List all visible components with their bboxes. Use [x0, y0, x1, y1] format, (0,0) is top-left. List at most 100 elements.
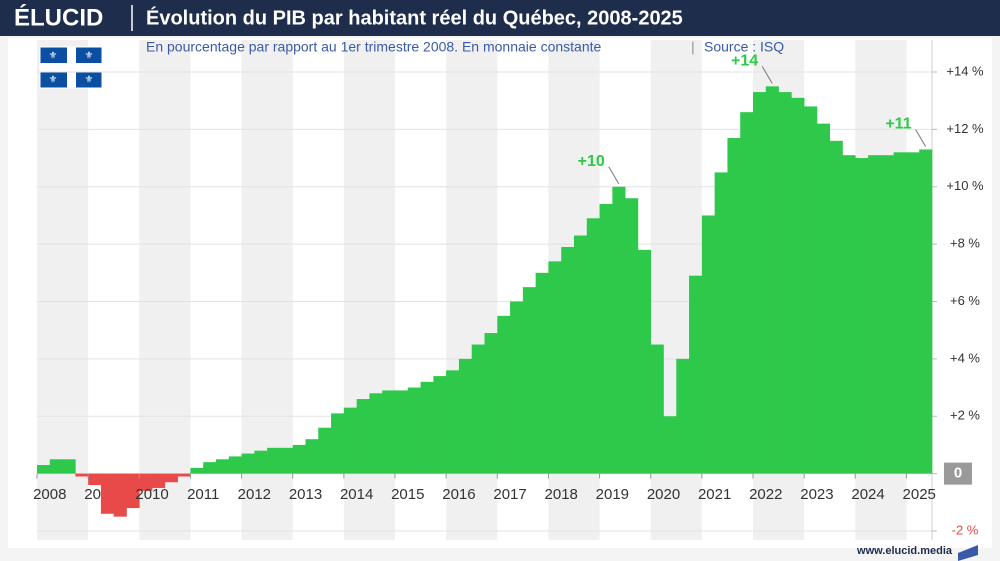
- y-tick-label: +14 %: [946, 63, 984, 78]
- x-tick-label: 2025: [903, 486, 936, 503]
- y-tick-label: +8 %: [950, 236, 980, 251]
- x-tick-label: 2008: [33, 486, 66, 503]
- bar: [804, 106, 818, 474]
- bar: [919, 149, 933, 474]
- bar: [446, 370, 460, 474]
- bar: [586, 218, 600, 474]
- bar: [343, 407, 357, 474]
- subtitle-separator: |: [691, 39, 695, 55]
- bar: [893, 152, 907, 474]
- y-tick-label: +4 %: [950, 350, 980, 365]
- y-tick-label: +2 %: [950, 408, 980, 423]
- bar: [740, 112, 754, 474]
- bar: [561, 246, 575, 474]
- bar: [152, 473, 166, 488]
- bar: [305, 439, 319, 474]
- bar: [356, 399, 370, 474]
- svg-text:⚜: ⚜: [85, 51, 94, 62]
- bar: [637, 249, 652, 474]
- bar: [612, 186, 626, 474]
- bar: [254, 450, 268, 474]
- bar: [727, 137, 741, 474]
- y-tick-label: -2 %: [952, 522, 979, 537]
- bar: [471, 344, 485, 474]
- bar: [599, 203, 613, 474]
- bar: [791, 97, 805, 474]
- bar: [331, 413, 345, 474]
- bar: [203, 462, 217, 474]
- svg-text:⚜: ⚜: [49, 51, 58, 62]
- bar: [75, 473, 89, 477]
- bar: [663, 416, 677, 474]
- x-tick-label: 2023: [800, 486, 833, 503]
- x-tick-label: 2021: [698, 486, 731, 503]
- bar: [689, 275, 703, 474]
- annotation-leader: [608, 166, 620, 185]
- bar: [574, 235, 588, 474]
- bar: [177, 473, 191, 477]
- bar: [829, 140, 843, 474]
- bar: [369, 393, 383, 474]
- bar: [49, 459, 63, 474]
- x-tick-label: 2017: [493, 486, 526, 503]
- bar: [216, 459, 230, 474]
- x-tick-label: 2010: [135, 486, 168, 503]
- bar: [279, 447, 294, 474]
- annotation-leader: [761, 66, 773, 84]
- y-tick-label: +6 %: [950, 293, 980, 308]
- x-tick-label: 2022: [749, 486, 782, 503]
- bar: [100, 473, 115, 514]
- y-tick-label: +10 %: [946, 178, 984, 193]
- x-tick-label: 2013: [289, 486, 322, 503]
- svg-text:⚜: ⚜: [85, 75, 94, 86]
- bar: [88, 473, 102, 486]
- x-tick-label: 2019: [596, 486, 629, 503]
- x-tick-label: 2012: [238, 486, 271, 503]
- bar: [816, 123, 831, 474]
- bar: [842, 155, 856, 474]
- bar: [407, 387, 421, 474]
- bar: [765, 86, 779, 474]
- bar: [880, 155, 894, 474]
- bar: [753, 92, 767, 474]
- bar: [778, 92, 792, 474]
- chart-subtitle: En pourcentage par rapport au 1er trimes…: [146, 39, 601, 55]
- value-label: +11: [885, 116, 911, 133]
- bar: [164, 473, 178, 483]
- x-tick-label: 2015: [391, 486, 424, 503]
- bar: [650, 344, 664, 474]
- bar: [126, 473, 140, 509]
- year-band: [37, 40, 89, 540]
- bar: [714, 172, 728, 474]
- bar: [420, 381, 434, 474]
- chart-title: Évolution du PIB par habitant réel du Qu…: [146, 6, 683, 29]
- bar: [522, 287, 536, 474]
- bar: [395, 390, 409, 474]
- chart-source: Source : ISQ: [704, 39, 784, 55]
- bar: [497, 315, 511, 474]
- x-tick-label: 2020: [647, 486, 680, 503]
- x-tick-label: 2024: [851, 486, 884, 503]
- bar: [37, 465, 51, 474]
- bar: [548, 261, 562, 474]
- bar: [292, 444, 306, 474]
- x-tick-label: 2018: [545, 486, 578, 503]
- year-band: [139, 40, 191, 540]
- bar: [113, 473, 127, 517]
- annotation-leader: [915, 129, 927, 147]
- quebec-flag: ⚜ ⚜ ⚜ ⚜: [39, 46, 103, 89]
- footer-mark: [958, 545, 978, 561]
- bar: [855, 158, 869, 474]
- bar: [676, 358, 690, 474]
- bar: [139, 473, 153, 491]
- svg-text:⚜: ⚜: [49, 75, 58, 86]
- header-bar: [0, 0, 1000, 36]
- bar: [190, 467, 204, 474]
- x-tick-label: 2016: [442, 486, 475, 503]
- bar: [267, 447, 281, 474]
- value-label: +10: [578, 153, 605, 170]
- bar: [62, 459, 76, 474]
- bar: [510, 301, 524, 474]
- y-tick-label: 0: [954, 465, 962, 482]
